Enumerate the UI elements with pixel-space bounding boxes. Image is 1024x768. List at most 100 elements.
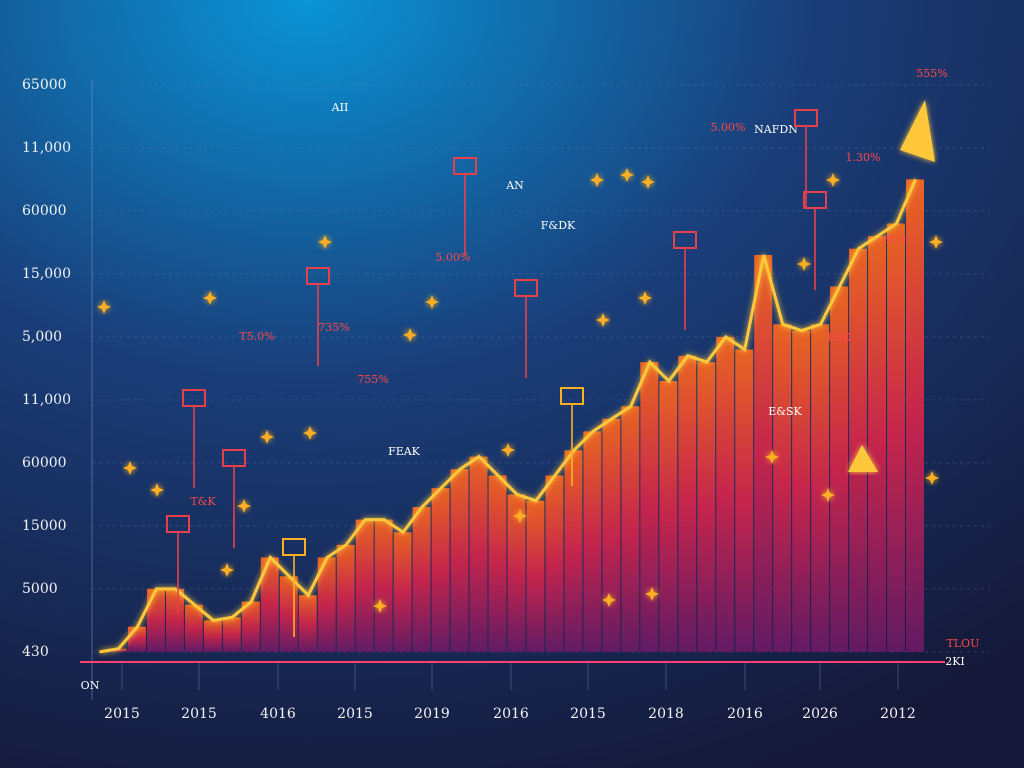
bar (545, 475, 564, 652)
bar (393, 532, 412, 652)
annotation: 5.00% (436, 251, 471, 264)
star (318, 235, 332, 249)
bar (697, 362, 716, 652)
x-tick-label: 2018 (648, 706, 684, 722)
bar (811, 324, 830, 652)
star (123, 461, 137, 475)
bar (849, 248, 868, 652)
star (797, 257, 811, 271)
annotation: F&DK (541, 219, 576, 232)
bar (906, 179, 924, 652)
bar (127, 626, 146, 652)
bar (678, 355, 697, 652)
star (821, 488, 835, 502)
star (645, 587, 659, 601)
arrow (900, 100, 935, 162)
star (425, 295, 439, 309)
y-tick-label: 11,000 (22, 392, 71, 408)
annotation: 755% (357, 373, 388, 386)
bar (241, 601, 260, 652)
bar (583, 431, 602, 652)
annotation: T5.0% (239, 330, 274, 343)
y-tick-label: 15000 (22, 518, 67, 534)
annotation: 2KI (945, 655, 965, 668)
star (501, 443, 515, 457)
x-tick-label: 2016 (727, 706, 763, 722)
bar (469, 456, 488, 652)
x-tick-label: 2015 (337, 706, 373, 722)
x-tick-label: 2016 (493, 706, 529, 722)
annotation: E&SK (768, 405, 802, 418)
star (590, 173, 604, 187)
x-tick-label: 2015 (181, 706, 217, 722)
trend-line (99, 178, 917, 654)
y-tick-label: 11,000 (22, 140, 71, 156)
y-tick-label: 15,000 (22, 266, 71, 282)
bar (659, 381, 678, 652)
x-tick-label: 2019 (414, 706, 450, 722)
star (602, 593, 616, 607)
star (596, 313, 610, 327)
annotation: ESK (827, 331, 852, 344)
x-tick-label: 2026 (802, 706, 838, 722)
star (203, 291, 217, 305)
annotation: 1.30% (846, 151, 881, 164)
annotation: 735% (318, 321, 349, 334)
star (237, 499, 251, 513)
star (150, 483, 164, 497)
bar (260, 557, 279, 652)
annotation: AII (331, 101, 349, 114)
bar (317, 557, 336, 652)
star (765, 450, 779, 464)
annotation: ON (81, 679, 100, 692)
star (826, 173, 840, 187)
bar (298, 595, 317, 652)
bar (868, 236, 887, 652)
annotation: NAFDN (754, 123, 798, 136)
star (403, 328, 417, 342)
bar (374, 519, 393, 652)
annotation: 8K% (882, 233, 908, 246)
y-tick-label: 5000 (22, 581, 58, 597)
bar (526, 500, 545, 652)
star (303, 426, 317, 440)
bar (507, 494, 526, 652)
bar (165, 588, 184, 652)
x-tick-label: 4016 (260, 706, 296, 722)
bar (830, 286, 849, 652)
bar (450, 469, 469, 652)
annotation: AN (505, 179, 524, 192)
annotation: 555% (916, 67, 947, 80)
annotation: T&K (190, 495, 216, 508)
annotation: TLOU (947, 637, 980, 650)
x-tick-label: 2015 (570, 706, 606, 722)
star (638, 291, 652, 305)
bar (279, 576, 298, 652)
star (925, 471, 939, 485)
star (929, 235, 943, 249)
bar (716, 336, 735, 652)
bar (564, 450, 583, 652)
bar (336, 544, 355, 652)
annotation: FEAK (388, 445, 421, 458)
bar (621, 406, 640, 652)
y-tick-label: 60000 (22, 203, 67, 219)
y-tick-label: 5,000 (22, 329, 62, 345)
star (641, 175, 655, 189)
y-tick-label: 65000 (22, 77, 67, 93)
bar (488, 475, 507, 652)
bar (184, 604, 203, 652)
arrow-small (848, 445, 878, 472)
bar (754, 255, 773, 652)
bar (773, 324, 792, 652)
star (220, 563, 234, 577)
star (513, 509, 527, 523)
y-tick-label: 430 (22, 644, 49, 660)
bar (431, 488, 450, 652)
bar (602, 418, 621, 652)
bar (735, 349, 754, 652)
bar (412, 507, 431, 652)
annotation: 5.00% (711, 121, 746, 134)
